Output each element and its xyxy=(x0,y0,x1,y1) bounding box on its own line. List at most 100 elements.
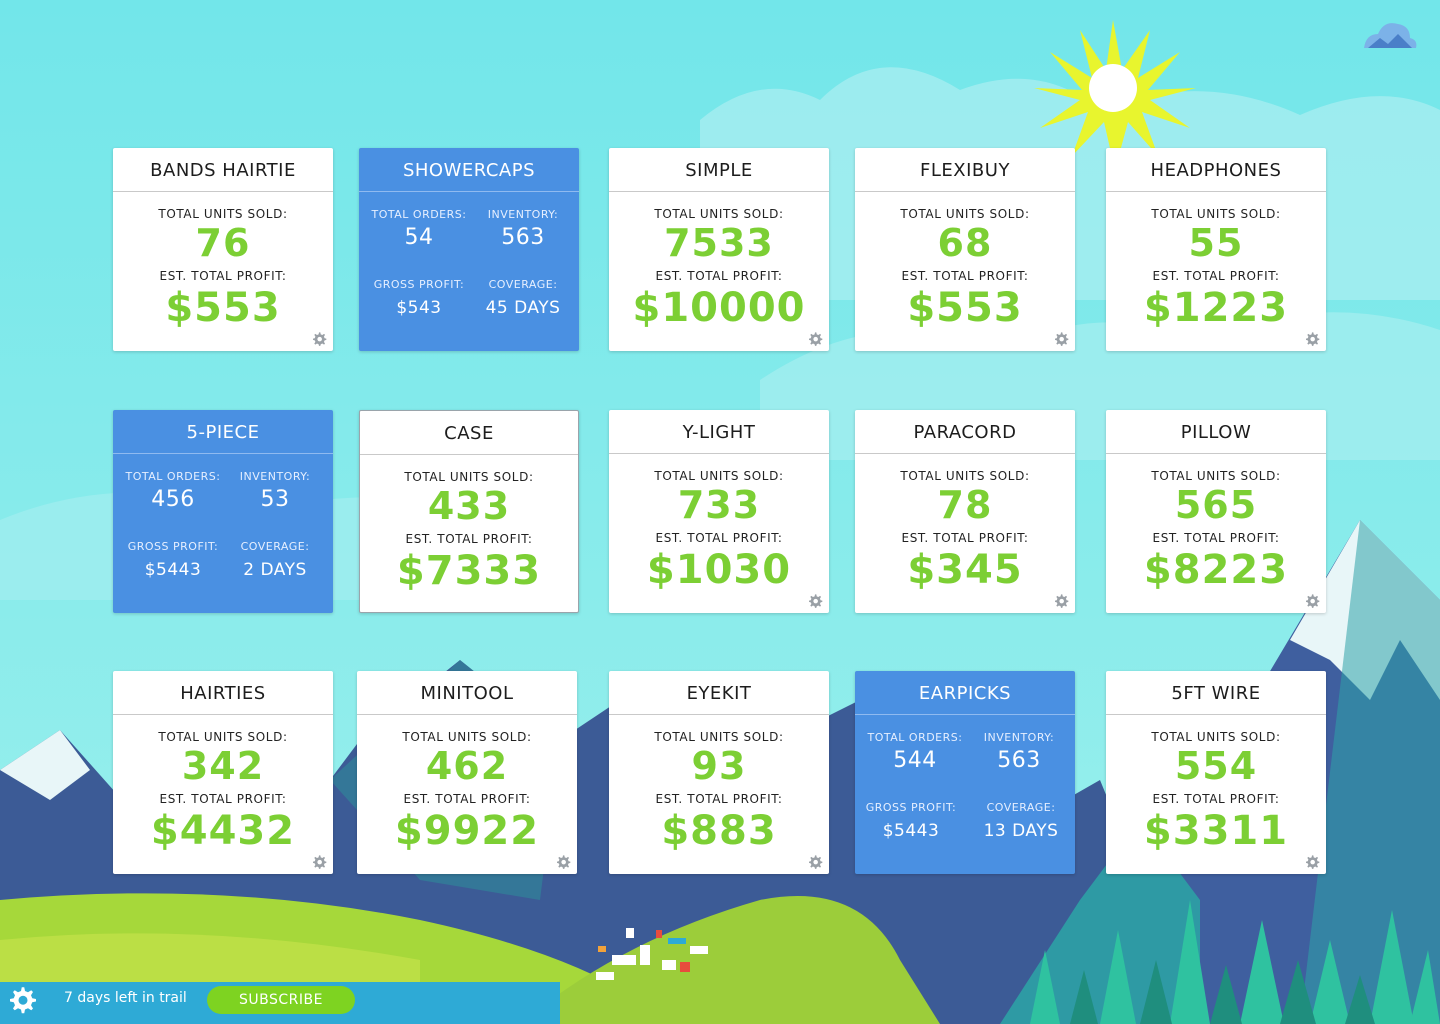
inventory-cell: INVENTORY: 563 xyxy=(969,731,1069,773)
product-card-y-light[interactable]: Y-LIGHT TOTAL UNITS SOLD: 733 EST. TOTAL… xyxy=(609,410,829,613)
gross-profit-cell: GROSS PROFIT: $5443 xyxy=(861,801,961,841)
product-card-simple[interactable]: SIMPLE TOTAL UNITS SOLD: 7533 EST. TOTAL… xyxy=(609,148,829,351)
est-profit-value: $553 xyxy=(165,285,281,331)
total-orders-label: TOTAL ORDERS: xyxy=(371,208,467,221)
product-card-flexibuy[interactable]: FLEXIBUY TOTAL UNITS SOLD: 68 EST. TOTAL… xyxy=(855,148,1075,351)
product-card-minitool[interactable]: MINITOOL TOTAL UNITS SOLD: 462 EST. TOTA… xyxy=(357,671,577,874)
card-title: SIMPLE xyxy=(609,148,829,192)
est-profit-value: $8223 xyxy=(1143,547,1289,593)
inventory-value: 563 xyxy=(997,748,1041,773)
total-units-label: TOTAL UNITS SOLD: xyxy=(654,469,784,483)
gross-profit-label: GROSS PROFIT: xyxy=(373,278,465,291)
est-profit-label: EST. TOTAL PROFIT: xyxy=(403,792,531,806)
card-title: Y-LIGHT xyxy=(609,410,829,454)
total-orders-label: TOTAL ORDERS: xyxy=(125,470,221,483)
product-card-5ft-wire[interactable]: 5FT WIRE TOTAL UNITS SOLD: 554 EST. TOTA… xyxy=(1106,671,1326,874)
total-units-value: 68 xyxy=(937,221,993,265)
coverage-cell: COVERAGE: 13 DAYS xyxy=(971,801,1071,841)
product-card-hairties[interactable]: HAIRTIES TOTAL UNITS SOLD: 342 EST. TOTA… xyxy=(113,671,333,874)
product-card-pillow[interactable]: PILLOW TOTAL UNITS SOLD: 565 EST. TOTAL … xyxy=(1106,410,1326,613)
gross-profit-label: GROSS PROFIT: xyxy=(127,540,219,553)
gear-icon[interactable] xyxy=(1304,593,1320,609)
product-card-eyekit[interactable]: EYEKIT TOTAL UNITS SOLD: 93 EST. TOTAL P… xyxy=(609,671,829,874)
cloud-icon xyxy=(1364,23,1417,48)
est-profit-value: $883 xyxy=(661,808,777,854)
gear-icon[interactable] xyxy=(1053,331,1069,347)
card-title: SHOWERCAPS xyxy=(359,148,579,192)
card-title: FLEXIBUY xyxy=(855,148,1075,192)
product-card-bands-hairtie[interactable]: BANDS HAIRTIE TOTAL UNITS SOLD: 76 EST. … xyxy=(113,148,333,351)
est-profit-value: $1223 xyxy=(1143,285,1289,331)
card-title: 5FT WIRE xyxy=(1106,671,1326,715)
est-profit-label: EST. TOTAL PROFIT: xyxy=(901,269,1029,283)
est-profit-value: $1030 xyxy=(646,547,792,593)
trial-status-text: 7 days left in trail xyxy=(64,990,187,1006)
product-card-earpicks[interactable]: EARPICKS TOTAL ORDERS: 544 INVENTORY: 563 … xyxy=(855,671,1075,874)
total-orders-value: 54 xyxy=(404,225,434,250)
total-units-label: TOTAL UNITS SOLD: xyxy=(654,207,784,221)
est-profit-label: EST. TOTAL PROFIT: xyxy=(159,269,287,283)
card-title: BANDS HAIRTIE xyxy=(113,148,333,192)
inventory-value: 53 xyxy=(260,487,290,512)
gear-icon[interactable] xyxy=(8,986,38,1016)
total-units-value: 78 xyxy=(937,483,993,527)
est-profit-value: $4432 xyxy=(150,808,296,854)
product-card-paracord[interactable]: PARACORD TOTAL UNITS SOLD: 78 EST. TOTAL… xyxy=(855,410,1075,613)
gross-profit-value: $5443 xyxy=(882,821,940,841)
est-profit-label: EST. TOTAL PROFIT: xyxy=(655,531,783,545)
total-units-value: 342 xyxy=(181,744,265,788)
est-profit-value: $10000 xyxy=(632,285,806,331)
total-units-value: 76 xyxy=(195,221,251,265)
inventory-label: INVENTORY: xyxy=(487,208,559,221)
total-units-label: TOTAL UNITS SOLD: xyxy=(402,730,532,744)
gear-icon[interactable] xyxy=(555,854,571,870)
est-profit-label: EST. TOTAL PROFIT: xyxy=(655,792,783,806)
coverage-value: 13 DAYS xyxy=(983,821,1059,841)
gear-icon[interactable] xyxy=(807,331,823,347)
total-orders-label: TOTAL ORDERS: xyxy=(867,731,963,744)
est-profit-label: EST. TOTAL PROFIT: xyxy=(1152,269,1280,283)
est-profit-value: $7333 xyxy=(396,548,542,594)
est-profit-label: EST. TOTAL PROFIT: xyxy=(655,269,783,283)
coverage-label: COVERAGE: xyxy=(488,278,558,291)
gear-icon[interactable] xyxy=(807,593,823,609)
gear-icon[interactable] xyxy=(311,331,327,347)
gross-profit-cell: GROSS PROFIT: $543 xyxy=(369,278,469,318)
coverage-label: COVERAGE: xyxy=(986,801,1056,814)
total-units-label: TOTAL UNITS SOLD: xyxy=(1151,207,1281,221)
gear-icon[interactable] xyxy=(1053,593,1069,609)
total-units-value: 733 xyxy=(677,483,761,527)
subscribe-button[interactable]: SUBSCRIBE xyxy=(207,986,355,1014)
est-profit-value: $345 xyxy=(907,547,1023,593)
inventory-cell: INVENTORY: 563 xyxy=(473,208,573,250)
card-title: EYEKIT xyxy=(609,671,829,715)
est-profit-label: EST. TOTAL PROFIT: xyxy=(1152,792,1280,806)
card-title: HEADPHONES xyxy=(1106,148,1326,192)
est-profit-label: EST. TOTAL PROFIT: xyxy=(405,532,533,546)
product-card-showercaps[interactable]: SHOWERCAPS TOTAL ORDERS: 54 INVENTORY: 563… xyxy=(359,148,579,351)
product-card-5-piece[interactable]: 5-PIECE TOTAL ORDERS: 456 INVENTORY: 53 GR… xyxy=(113,410,333,613)
total-units-label: TOTAL UNITS SOLD: xyxy=(1151,730,1281,744)
total-units-value: 55 xyxy=(1188,221,1244,265)
gear-icon[interactable] xyxy=(807,854,823,870)
gear-icon[interactable] xyxy=(1304,331,1320,347)
total-units-label: TOTAL UNITS SOLD: xyxy=(404,470,534,484)
total-units-label: TOTAL UNITS SOLD: xyxy=(1151,469,1281,483)
total-units-value: 554 xyxy=(1174,744,1258,788)
coverage-cell: COVERAGE: 2 DAYS xyxy=(225,540,325,580)
est-profit-value: $3311 xyxy=(1143,808,1289,854)
total-orders-value: 456 xyxy=(151,487,195,512)
gear-icon[interactable] xyxy=(1304,854,1320,870)
sun-icon xyxy=(1034,20,1196,170)
total-units-value: 7533 xyxy=(664,221,774,265)
product-card-headphones[interactable]: HEADPHONES TOTAL UNITS SOLD: 55 EST. TOT… xyxy=(1106,148,1326,351)
total-units-label: TOTAL UNITS SOLD: xyxy=(900,207,1030,221)
coverage-value: 2 DAYS xyxy=(243,560,307,580)
gear-icon[interactable] xyxy=(311,854,327,870)
est-profit-label: EST. TOTAL PROFIT: xyxy=(159,792,287,806)
total-units-value: 565 xyxy=(1174,483,1258,527)
card-title: CASE xyxy=(360,411,578,455)
coverage-label: COVERAGE: xyxy=(240,540,310,553)
product-card-case[interactable]: CASE TOTAL UNITS SOLD: 433 EST. TOTAL PR… xyxy=(359,410,579,613)
gross-profit-cell: GROSS PROFIT: $5443 xyxy=(123,540,223,580)
